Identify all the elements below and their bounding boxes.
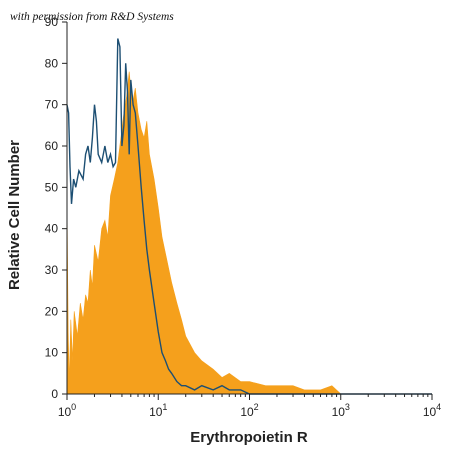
series-layer <box>66 38 432 395</box>
permission-watermark: with permission from R&D Systems <box>10 11 174 23</box>
x-tick-label: 100 <box>58 402 76 419</box>
y-tick-label: 20 <box>45 304 59 318</box>
y-tick-label: 90 <box>45 15 59 29</box>
y-axis-title: Relative Cell Number <box>6 140 23 290</box>
x-tick-label: 102 <box>240 402 258 419</box>
x-tick-label: 103 <box>332 402 350 419</box>
y-tick-label: 70 <box>45 98 59 112</box>
x-tick-label: 101 <box>149 402 167 419</box>
y-tick-label: 10 <box>45 346 59 360</box>
x-tick-label: 104 <box>423 402 441 419</box>
histogram-series-outline <box>66 38 432 395</box>
y-tick-label: 60 <box>45 139 59 153</box>
x-axis-title: Erythropoietin R <box>190 429 308 446</box>
histogram-series-filled <box>66 71 432 395</box>
y-tick-label: 30 <box>45 263 59 277</box>
y-tick-label: 0 <box>51 387 58 401</box>
y-tick-label: 80 <box>45 56 59 70</box>
ticks-layer: 0 10 20 30 40 50 60 70 80 90 100 101 102 103 104 <box>45 15 442 419</box>
y-tick-label: 50 <box>45 180 59 194</box>
y-tick-label: 40 <box>45 222 59 236</box>
